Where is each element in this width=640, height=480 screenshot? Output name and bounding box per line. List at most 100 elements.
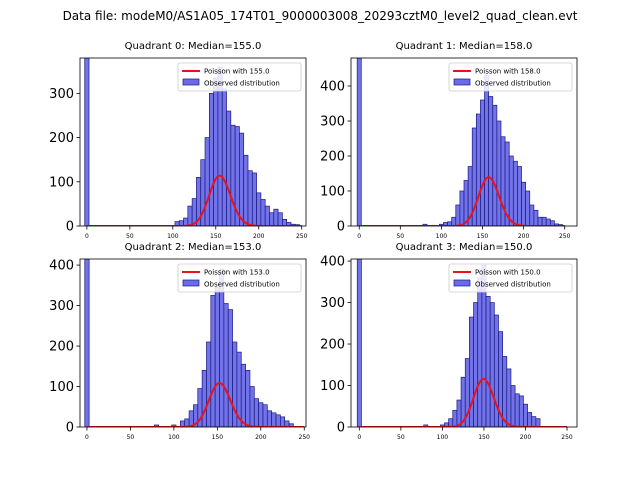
y-tick-label: 100 — [49, 380, 74, 395]
histogram-bar — [459, 190, 465, 226]
histogram-bar — [531, 416, 537, 427]
histogram-bar — [230, 124, 236, 226]
histogram-bar — [451, 216, 457, 226]
histogram-bar — [84, 58, 90, 226]
y-tick-label: 200 — [320, 150, 345, 165]
histogram-bar — [527, 412, 533, 427]
axes-frame — [350, 57, 578, 227]
histogram-bar — [213, 77, 219, 226]
histogram-bar — [210, 295, 216, 427]
histogram-bar — [537, 216, 543, 226]
y-tick-label: 100 — [49, 175, 74, 190]
histogram-bar — [223, 303, 229, 427]
x-tick-label: 150 — [477, 233, 489, 240]
x-tick-label: 200 — [520, 434, 532, 441]
histogram-bar — [264, 205, 270, 226]
histogram-bar — [473, 302, 479, 427]
x-tick-label: 200 — [253, 233, 265, 240]
y-tick-label: 0 — [337, 421, 345, 436]
histogram-bar — [488, 96, 494, 226]
y-tick-label: 100 — [320, 379, 345, 394]
legend-box — [177, 263, 302, 293]
histogram-bar — [535, 418, 541, 427]
histogram-bar — [240, 363, 246, 427]
legend-label-poisson: Poisson with 155.0 — [204, 68, 270, 76]
histogram-bar — [469, 316, 474, 427]
histogram-bar — [356, 259, 362, 427]
x-tick-label: 150 — [478, 434, 490, 441]
histogram-bar — [275, 414, 281, 427]
legend-label-observed: Observed distribution — [475, 281, 551, 289]
x-tick-label: 50 — [396, 233, 404, 240]
x-tick-label: 250 — [299, 434, 311, 441]
x-tick-label: 200 — [518, 233, 530, 240]
legend-bar-swatch — [453, 78, 471, 86]
histogram-bar — [541, 216, 547, 226]
histogram-bar — [249, 386, 255, 427]
histogram-bar — [221, 88, 227, 226]
x-tick-label: 200 — [255, 434, 267, 441]
histogram-bar — [423, 424, 429, 427]
histogram-bar — [510, 385, 516, 427]
y-tick-label: 0 — [66, 421, 74, 436]
histogram-bar — [518, 395, 524, 427]
x-tick-label: 0 — [357, 434, 361, 441]
histogram-bar — [253, 398, 259, 427]
histogram-bar — [533, 209, 539, 226]
x-tick-label: 150 — [210, 233, 222, 240]
plot-area — [84, 58, 302, 226]
legend-bar-swatch — [182, 78, 200, 86]
histogram-bar — [271, 412, 277, 427]
x-tick-label: 50 — [127, 434, 135, 441]
y-tick-label: 300 — [320, 115, 345, 130]
histogram-bar — [251, 172, 257, 226]
legend: Poisson with 158.0 Observed distribution — [448, 62, 573, 92]
y-tick-label: 400 — [49, 259, 74, 274]
legend-box — [448, 263, 573, 293]
histogram-bar — [214, 286, 220, 427]
x-tick-label: 150 — [212, 434, 224, 441]
legend-box — [177, 62, 302, 92]
histogram-bar — [219, 268, 225, 427]
histogram-bar — [187, 205, 193, 226]
histogram-bar — [227, 309, 233, 427]
histogram-bar — [484, 75, 490, 226]
histogram-bar — [201, 369, 207, 427]
histogram-bar — [258, 402, 264, 427]
histogram-bar — [475, 113, 481, 226]
legend-bar-swatch — [453, 279, 471, 287]
histogram-bar — [273, 208, 279, 226]
histogram-bar — [477, 277, 483, 427]
axes-frame — [79, 57, 307, 227]
y-tick-label: 200 — [320, 338, 345, 353]
x-tick-label: 0 — [357, 233, 361, 240]
plot-area — [84, 259, 305, 427]
histogram-bar — [549, 220, 555, 226]
x-tick-label: 100 — [436, 233, 448, 240]
histogram-bar — [529, 204, 535, 226]
subplot-quadrant-3: Quadrant 3: Median=150.0 0 50 100 150 200 250 0… — [320, 242, 578, 441]
x-tick-label: 100 — [167, 233, 179, 240]
subplot-title: Quadrant 0: Median=155.0 — [125, 41, 262, 52]
plot-area — [356, 259, 568, 427]
histogram-bar — [84, 259, 90, 427]
histogram-bar — [506, 368, 512, 427]
legend-label-observed: Observed distribution — [475, 80, 551, 88]
legend-label-observed: Observed distribution — [204, 80, 280, 88]
x-tick-label: 50 — [397, 434, 405, 441]
legend-label-observed: Observed distribution — [204, 281, 280, 289]
histogram-bar — [485, 295, 491, 427]
y-tick-label: 300 — [49, 299, 74, 314]
legend-label-poisson: Poisson with 158.0 — [475, 68, 541, 76]
histogram-bar — [256, 192, 262, 226]
subplots-container: Quadrant 0: Median=155.0 0 50 100 150 200 250 0… — [49, 41, 578, 441]
histogram-bar — [452, 410, 458, 427]
y-tick-label: 200 — [49, 340, 74, 355]
legend: Poisson with 150.0 Observed distribution — [448, 263, 573, 293]
figure-title: Data file: modeM0/AS1A05_174T01_90000030… — [63, 9, 578, 23]
histogram-bar — [269, 212, 275, 226]
x-tick-label: 50 — [126, 233, 134, 240]
x-tick-label: 250 — [559, 233, 571, 240]
axes-frame — [79, 258, 307, 428]
